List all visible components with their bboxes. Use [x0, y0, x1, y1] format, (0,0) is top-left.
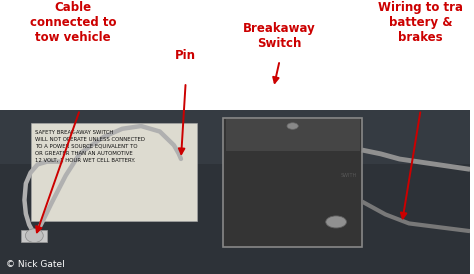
Text: SWITH: SWITH	[341, 173, 357, 178]
Ellipse shape	[26, 229, 43, 242]
Bar	[0, 110, 470, 164]
Bar	[21, 230, 47, 242]
Text: Wiring to tra
battery &
brakes: Wiring to tra battery & brakes	[378, 1, 463, 44]
Bar	[30, 123, 198, 221]
Bar	[0, 111, 470, 274]
Bar	[223, 118, 362, 247]
Text: Pin: Pin	[175, 49, 196, 62]
Text: © Nick Gatel: © Nick Gatel	[6, 259, 64, 269]
Text: Cable
connected to
tow vehicle: Cable connected to tow vehicle	[29, 1, 116, 44]
Text: SAFETY BREAK-AWAY SWITCH
WILL NOT OPERATE UNLESS CONNECTED
TO A POWER SOURCE EQU: SAFETY BREAK-AWAY SWITCH WILL NOT OPERAT…	[35, 130, 145, 162]
Circle shape	[287, 123, 298, 129]
Circle shape	[326, 216, 346, 228]
Text: Breakaway
Switch: Breakaway Switch	[243, 22, 316, 50]
Bar	[226, 119, 360, 151]
